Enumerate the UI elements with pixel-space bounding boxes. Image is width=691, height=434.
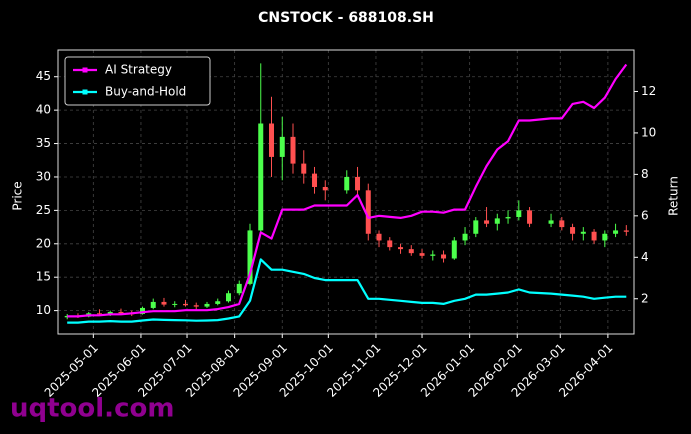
candle-body: [408, 249, 414, 254]
candle-body: [376, 233, 382, 241]
candle-body: [107, 311, 113, 314]
candle-body: [161, 301, 167, 305]
candle-body: [527, 210, 533, 224]
candle-body: [462, 233, 468, 241]
y-tick-label: 45: [36, 69, 51, 83]
y-axis-label: Price: [11, 181, 25, 210]
candle-body: [484, 220, 490, 224]
candle-body: [118, 311, 124, 314]
candle-body: [355, 176, 361, 191]
candle-body: [279, 136, 285, 157]
candle-body: [613, 230, 619, 234]
candle-body: [602, 233, 608, 241]
legend-label: Buy-and-Hold: [105, 85, 186, 99]
y-tick-label: 40: [36, 103, 51, 117]
candle-body: [494, 218, 500, 224]
y-tick-label: 30: [36, 169, 51, 183]
candle-body: [182, 303, 188, 306]
legend-marker: [82, 89, 88, 95]
chart-title: CNSTOCK - 688108.SH: [258, 10, 434, 26]
candle-body: [236, 283, 242, 294]
candle-body: [548, 220, 554, 224]
candle-body: [269, 123, 275, 157]
candle-body: [570, 227, 576, 234]
line: [67, 258, 627, 324]
candle-body: [387, 240, 393, 248]
y-tick-label: 20: [36, 236, 51, 250]
y-tick-label: 25: [36, 203, 51, 217]
candle-body: [225, 293, 231, 302]
candle-body: [559, 220, 565, 228]
candle-body: [139, 307, 145, 314]
y-tick-label: 35: [36, 136, 51, 150]
y2-tick-label: 12: [641, 84, 656, 98]
legend-box: [64, 56, 211, 106]
candle-body: [441, 254, 447, 259]
line: [67, 63, 628, 318]
y2-tick-label: 8: [641, 167, 649, 181]
y2-tick-label: 4: [641, 250, 649, 264]
candle-body: [398, 247, 404, 250]
legend-marker: [82, 67, 88, 73]
candle-body: [430, 254, 436, 256]
plot-frame: [57, 49, 635, 335]
candle-body: [204, 303, 210, 307]
candle-body: [322, 186, 328, 191]
candle-body: [591, 231, 597, 241]
candle-body: [290, 136, 296, 164]
candle-body: [516, 210, 522, 218]
candle-body: [150, 301, 156, 308]
candle-body: [301, 163, 307, 174]
candle-body: [344, 176, 350, 191]
candle-body: [247, 230, 253, 284]
watermark: uqtool.com: [10, 394, 174, 424]
candle-body: [96, 313, 102, 315]
y2-axis-label: Return: [667, 176, 681, 216]
candle-body: [505, 217, 511, 219]
y-tick-label: 10: [36, 303, 51, 317]
candle-body: [580, 231, 586, 234]
candle-body: [623, 230, 629, 232]
y2-tick-label: 2: [641, 291, 649, 305]
y2-tick-label: 10: [641, 125, 656, 139]
candle-body: [451, 240, 457, 259]
candle-body: [215, 301, 221, 304]
candle-body: [258, 123, 264, 231]
candle-body: [193, 305, 199, 307]
legend-label: AI Strategy: [105, 63, 172, 77]
candle-body: [419, 253, 425, 256]
candle-body: [473, 220, 479, 234]
candle-body: [172, 303, 178, 305]
candle-body: [365, 190, 371, 234]
y-tick-label: 15: [36, 270, 51, 284]
y2-tick-label: 6: [641, 208, 649, 222]
candle-body: [312, 173, 318, 187]
